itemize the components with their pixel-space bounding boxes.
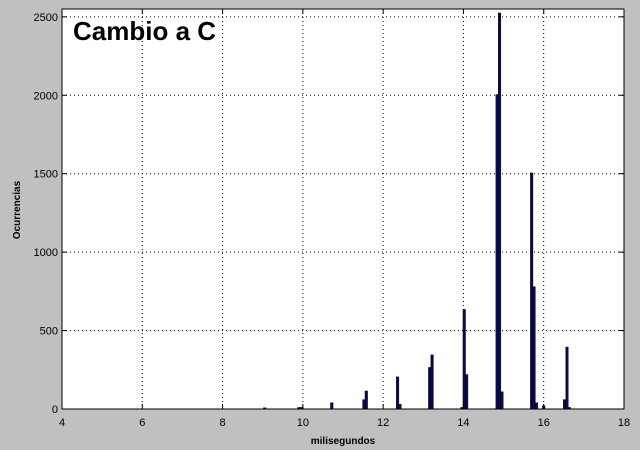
x-tick-label: 6 xyxy=(139,417,145,429)
x-tick-label: 14 xyxy=(457,417,469,429)
histogram-bar xyxy=(534,402,538,410)
x-tick-label: 18 xyxy=(618,417,630,429)
y-tick-label: 2500 xyxy=(34,12,58,24)
x-tick-label: 16 xyxy=(538,417,550,429)
plot-area xyxy=(61,8,625,410)
histogram-bar xyxy=(565,346,569,410)
ticks: 4 6 8 10 12 14 16 18 0 500 1000 1500 2000 2500 xyxy=(34,9,630,429)
histogram-bar xyxy=(498,12,502,410)
x-axis-label: milisegundos xyxy=(311,436,376,447)
x-tick-label: 10 xyxy=(297,417,309,429)
y-tick-label: 2000 xyxy=(34,90,58,102)
histogram-bar xyxy=(430,354,434,410)
histogram-bar xyxy=(532,286,536,410)
x-tick-label: 8 xyxy=(220,417,226,429)
histogram-bar xyxy=(364,390,368,410)
y-tick-label: 0 xyxy=(52,404,58,416)
histogram-bar xyxy=(465,374,469,410)
histogram-bar xyxy=(330,402,334,410)
y-tick-label: 1000 xyxy=(34,247,58,259)
histogram-bar xyxy=(500,391,504,410)
x-tick-label: 12 xyxy=(377,417,389,429)
chart-title: Cambio a C xyxy=(73,16,216,46)
histogram-bar xyxy=(398,404,402,410)
plot-frame xyxy=(61,8,625,410)
y-tick-label: 1500 xyxy=(34,169,58,181)
x-tick-label: 4 xyxy=(59,417,65,429)
y-tick-label: 500 xyxy=(40,326,58,338)
y-axis-label: Ocurrencias xyxy=(12,180,23,239)
